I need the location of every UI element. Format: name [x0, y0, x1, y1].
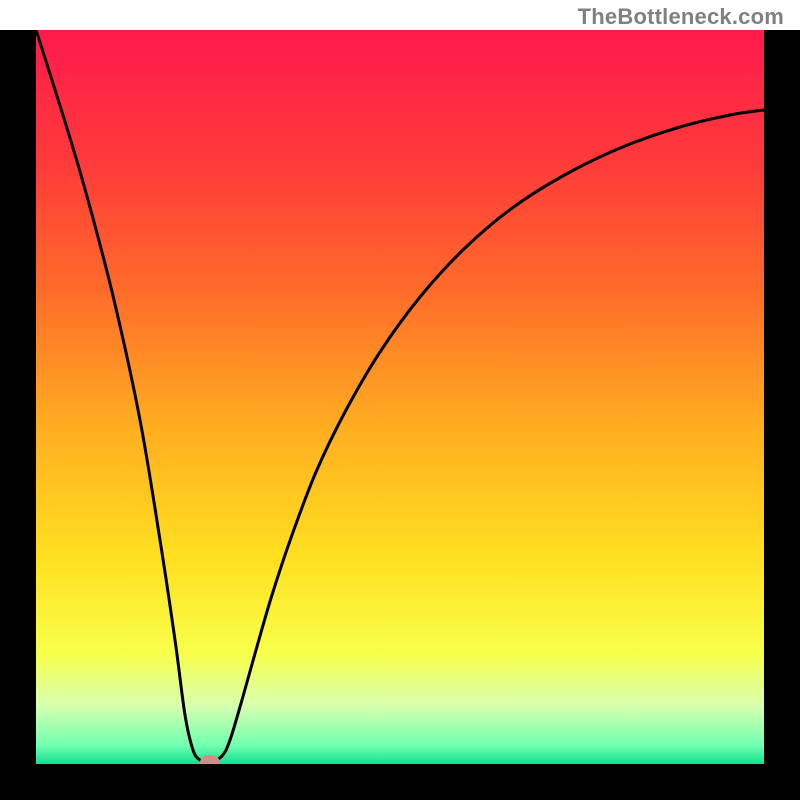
chart-frame: TheBottleneck.com: [0, 0, 800, 800]
bottleneck-chart: [0, 0, 800, 800]
plot-area: [36, 30, 764, 764]
watermark-text: TheBottleneck.com: [578, 4, 784, 30]
